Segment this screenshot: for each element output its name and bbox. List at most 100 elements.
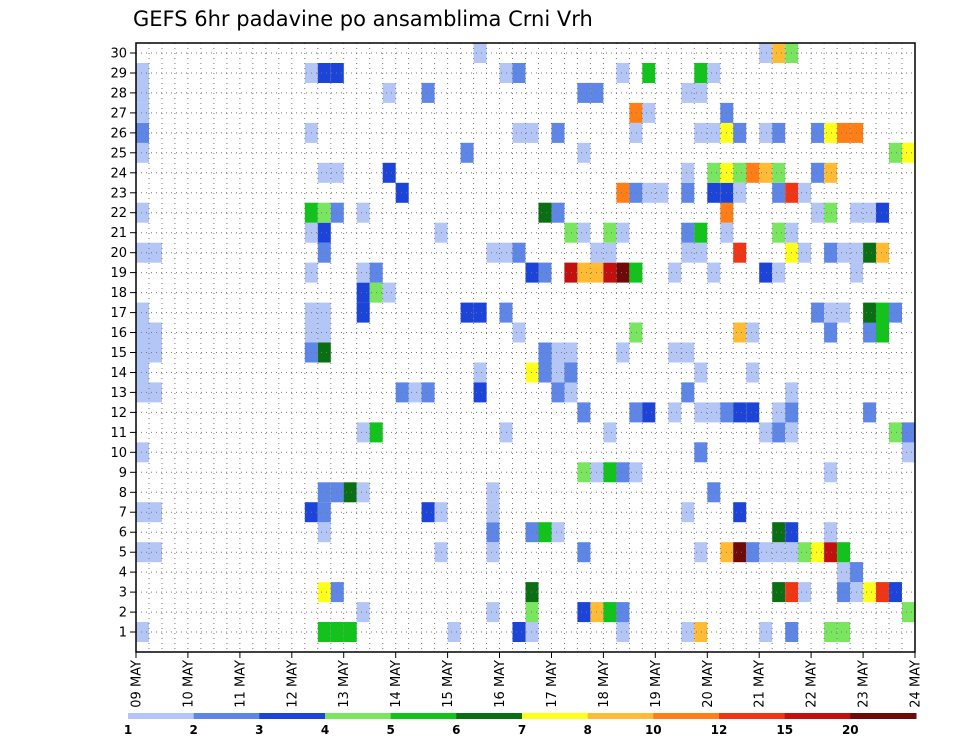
heatmap-cell — [629, 122, 643, 143]
x-tick-label: 13 MAY — [337, 660, 352, 708]
y-tick-label: 6 — [119, 526, 127, 541]
heatmap-cell — [772, 522, 786, 543]
heatmap-cell — [136, 142, 149, 163]
y-tick-label: 19 — [110, 266, 127, 281]
heatmap-cell — [512, 322, 526, 343]
x-tick-label: 24 MAY — [909, 660, 924, 708]
heatmap-cell — [538, 202, 552, 223]
y-tick-label: 3 — [119, 586, 127, 601]
heatmap-cell — [863, 402, 877, 423]
heatmap-cell — [603, 462, 617, 483]
heatmap-cell — [447, 622, 461, 642]
heatmap-cell — [421, 382, 435, 403]
heatmap-cell — [694, 82, 708, 103]
heatmap-cell — [681, 622, 695, 642]
heatmap-cell — [694, 122, 708, 143]
heatmap-cell — [642, 102, 656, 123]
heatmap-cell — [577, 222, 591, 243]
heatmap-cell — [603, 422, 617, 443]
y-tick-label: 24 — [110, 166, 127, 181]
heatmap-cell — [136, 382, 149, 403]
heatmap-cell — [356, 202, 370, 223]
heatmap-cell — [486, 482, 500, 503]
colorbar-swatch — [128, 713, 195, 719]
heatmap-cell — [772, 43, 786, 63]
heatmap-cell — [317, 222, 331, 243]
heatmap-cell — [811, 302, 825, 323]
heatmap-cell — [902, 442, 915, 463]
heatmap-cell — [551, 202, 565, 223]
colorbar-label: 7 — [518, 723, 526, 737]
heatmap-cell — [356, 482, 370, 503]
heatmap-cell — [824, 522, 838, 543]
y-tick-label: 17 — [110, 306, 127, 321]
heatmap-cell — [564, 222, 578, 243]
heatmap-cell — [382, 82, 396, 103]
y-tick-label: 21 — [110, 226, 127, 241]
y-tick-label: 12 — [110, 406, 127, 421]
heatmap-cell — [486, 542, 500, 563]
heatmap-cell — [395, 182, 409, 203]
heatmap-cell — [136, 322, 149, 343]
heatmap-cell — [136, 82, 149, 103]
heatmap-cell — [837, 122, 851, 143]
x-tick-label: 12 MAY — [285, 660, 300, 708]
heatmap-cell — [330, 482, 344, 503]
heatmap-cell — [681, 182, 695, 203]
heatmap-cell — [616, 622, 630, 642]
heatmap-cell — [707, 402, 721, 423]
heatmap-cell — [356, 602, 370, 623]
heatmap-cell — [317, 342, 331, 363]
heatmap-cell — [681, 82, 695, 103]
heatmap-cell — [616, 222, 630, 243]
heatmap-cell — [317, 302, 331, 323]
heatmap-cell — [902, 602, 915, 623]
heatmap-cell — [694, 242, 708, 263]
y-tick-label: 15 — [110, 346, 127, 361]
heatmap-cell — [759, 542, 773, 563]
heatmap-cell — [603, 242, 617, 263]
heatmap-cell — [317, 162, 331, 183]
heatmap-cell — [642, 63, 656, 83]
heatmap-cell — [616, 342, 630, 363]
heatmap-cell — [694, 542, 708, 563]
heatmap-cell — [681, 222, 695, 243]
heatmap-cell — [616, 462, 630, 483]
x-tick-label: 19 MAY — [649, 660, 664, 708]
colorbar-swatch — [456, 713, 523, 719]
colorbar-label: 2 — [190, 723, 198, 737]
heatmap-cell — [668, 402, 682, 423]
y-tick-label: 16 — [110, 326, 127, 341]
heatmap-cell — [136, 542, 149, 563]
heatmap-cell — [136, 242, 149, 263]
heatmap-cell — [707, 482, 721, 503]
heatmap-cell — [733, 542, 747, 563]
colorbar-swatch — [784, 713, 851, 719]
x-tick-label: 20 MAY — [701, 660, 716, 708]
heatmap-cell — [577, 602, 591, 623]
heatmap-cell — [136, 362, 149, 383]
heatmap-cell — [629, 182, 643, 203]
heatmap-cell — [824, 122, 838, 143]
heatmap-cell — [149, 382, 162, 403]
heatmap-cell — [343, 482, 357, 503]
heatmap-cell — [136, 302, 149, 323]
heatmap-cell — [759, 162, 773, 183]
heatmap-cell — [421, 82, 435, 103]
heatmap-cell — [746, 362, 760, 383]
heatmap-cell — [564, 362, 578, 383]
heatmap-cell — [824, 462, 838, 483]
heatmap-cell — [759, 422, 773, 443]
heatmap-cell — [863, 202, 877, 223]
heatmap-cell — [149, 322, 162, 343]
colorbar-label: 4 — [321, 723, 329, 737]
heatmap-cell — [811, 162, 825, 183]
heatmap-cell — [421, 502, 435, 523]
colorbar-swatch — [522, 713, 589, 719]
heatmap-cell — [382, 282, 396, 303]
heatmap-cell — [317, 63, 331, 83]
y-tick-label: 20 — [110, 246, 127, 261]
y-tick-label: 22 — [110, 206, 127, 221]
heatmap-cell — [512, 242, 526, 263]
heatmap-cell — [317, 522, 331, 543]
